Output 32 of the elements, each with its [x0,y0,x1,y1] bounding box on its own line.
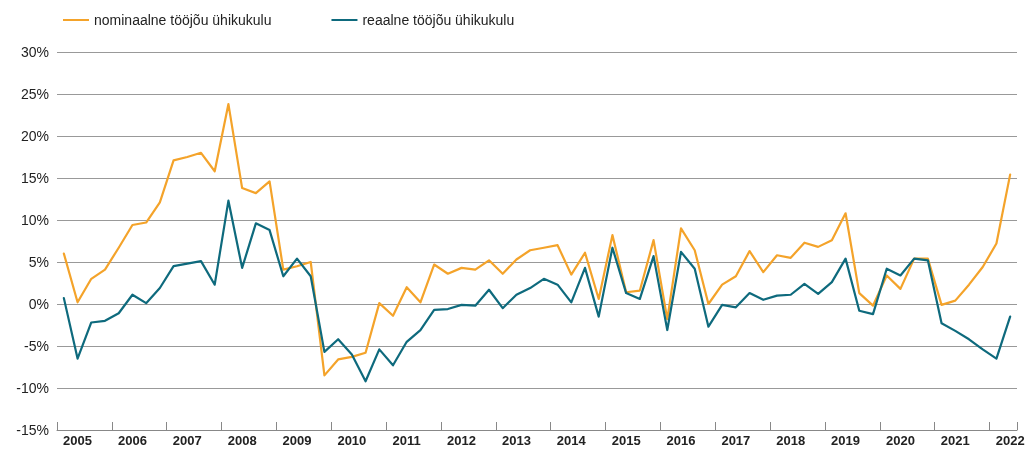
x-tick-label: 2008 [227,433,257,448]
y-tick-label: 20% [20,128,49,144]
y-tick-label: 25% [20,86,49,102]
y-tick-label: -5% [24,338,49,354]
x-tick-label: 2022 [995,433,1025,448]
x-tick-label: 2005 [63,433,93,448]
x-tick-label: 2016 [666,433,696,448]
y-tick-label: -15% [16,422,49,438]
x-tick-label: 2018 [776,433,806,448]
x-tick-label: 2020 [885,433,915,448]
x-tick-label: 2021 [940,433,970,448]
x-tick-label: 2019 [831,433,861,448]
x-tick-label: 2012 [447,433,477,448]
x-tick-label: 2013 [501,433,531,448]
y-tick-label: -10% [16,380,49,396]
legend-label: nominaalne tööjõu ühikukulu [94,12,272,28]
line-series [62,102,1012,377]
x-tick-label: 2007 [172,433,202,448]
x-tick-label: 2010 [337,433,367,448]
x-tick-label: 2017 [721,433,751,448]
x-tick-label: 2006 [117,433,147,448]
line-series [62,199,1012,383]
x-tick-label: 2011 [392,433,421,448]
y-tick-label: 0% [28,296,49,312]
legend-label: reaalne tööjõu ühikukulu [362,12,515,28]
y-tick-label: 10% [20,212,49,228]
x-tick-label: 2014 [556,433,587,448]
x-tick-label: 2009 [282,433,312,448]
y-tick-label: 5% [28,254,49,270]
x-tick-label: 2015 [611,433,641,448]
y-tick-label: 15% [20,170,49,186]
y-tick-label: 30% [20,44,49,60]
